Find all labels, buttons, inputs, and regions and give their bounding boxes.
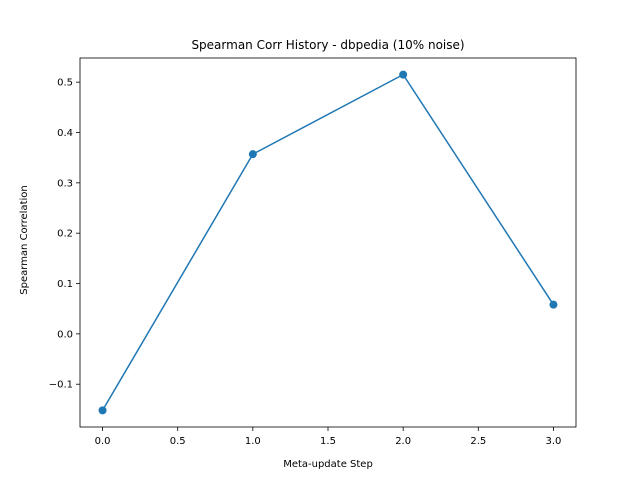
y-tick-label: 0.3 <box>57 178 73 189</box>
y-tick-label: 0.2 <box>57 229 73 240</box>
y-tick-label: 0.5 <box>57 78 73 89</box>
data-point <box>248 150 257 159</box>
data-point <box>549 300 558 309</box>
x-tick-label: 1.0 <box>245 436 261 447</box>
data-point <box>399 70 408 79</box>
y-tick-label: 0.4 <box>57 128 73 139</box>
x-axis-label: Meta-update Step <box>283 459 373 470</box>
x-tick-label: 1.5 <box>320 436 336 447</box>
y-tick-label: 0.0 <box>57 329 73 340</box>
x-tick-label: 3.0 <box>546 436 562 447</box>
chart-title: Spearman Corr History - dbpedia (10% noi… <box>191 38 464 52</box>
y-tick-label: −0.1 <box>49 380 73 391</box>
series-line <box>101 73 555 411</box>
plot-frame <box>79 57 577 428</box>
plot-area: 0.0 0.5 1.0 1.5 2.0 2.5 3.0 −0.1 0.0 0.1 0.2 0.3 0.4… <box>49 57 577 447</box>
x-tick-label: 0.5 <box>170 436 186 447</box>
data-point <box>98 406 107 415</box>
x-tick-label: 2.0 <box>395 436 411 447</box>
x-tick-label: 2.5 <box>470 436 486 447</box>
x-tick-label: 0.0 <box>95 436 111 447</box>
y-axis-label: Spearman Correlation <box>19 185 30 294</box>
y-tick-label: 0.1 <box>57 279 73 290</box>
